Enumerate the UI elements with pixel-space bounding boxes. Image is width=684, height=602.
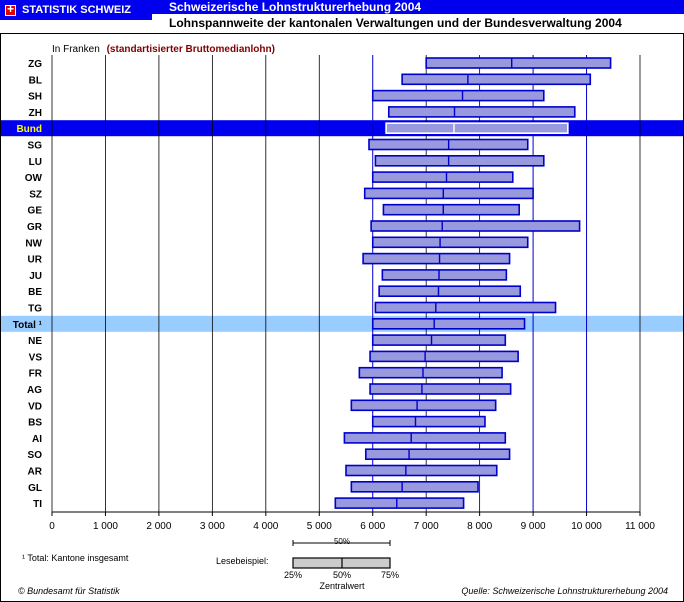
legend-percentile-label: 50%	[333, 570, 351, 580]
category-label: UR	[28, 255, 43, 266]
box-GE	[382, 203, 520, 216]
box-SO	[364, 448, 511, 461]
box-FR	[358, 366, 503, 379]
category-label: ZG	[28, 59, 42, 70]
box-SH	[371, 89, 545, 102]
category-label: BE	[28, 287, 42, 298]
category-label: TI	[33, 499, 42, 510]
box-JU	[381, 269, 508, 281]
category-label: TG	[28, 304, 42, 315]
category-label: BS	[28, 418, 42, 429]
box-UR	[362, 252, 511, 265]
highlight-band-total	[1, 315, 683, 332]
category-label: SO	[28, 450, 43, 461]
legend-label: Lesebeispiel:	[216, 556, 269, 566]
x-tick-label: 5 000	[307, 521, 332, 532]
category-label: VD	[28, 401, 42, 412]
legend-percentile-label: 25%	[284, 570, 302, 580]
brand-bar: STATISTIK SCHWEIZ	[0, 0, 152, 20]
box-VS	[369, 350, 519, 363]
box-LU	[374, 155, 545, 167]
x-tick-label: 7 000	[414, 521, 439, 532]
category-label: NW	[25, 238, 42, 249]
category-label: AI	[32, 434, 42, 445]
category-label: GE	[28, 206, 43, 217]
box-BS	[371, 415, 486, 428]
box-NW	[371, 236, 529, 249]
x-tick-label: 0	[49, 521, 55, 532]
category-label: BL	[29, 75, 42, 86]
box-SZ	[363, 187, 534, 200]
x-tick-label: 1 000	[93, 521, 118, 532]
category-label: OW	[25, 173, 43, 184]
category-label: JU	[29, 271, 42, 282]
box-ZH	[387, 106, 576, 118]
category-label: AR	[28, 467, 43, 478]
x-tick-label: 6 000	[360, 521, 385, 532]
unit-note-detail: (standartisierter Bruttomedianlohn)	[107, 44, 275, 55]
box-ZG	[425, 57, 612, 69]
x-tick-label: 4 000	[253, 521, 278, 532]
x-tick-label: 2 000	[146, 521, 171, 532]
page-title: Schweizerische Lohnstrukturerhebung 2004	[152, 0, 684, 14]
category-label: GL	[28, 483, 42, 494]
box-BL	[401, 73, 592, 86]
category-label: AG	[27, 385, 42, 396]
brand-label: STATISTIK SCHWEIZ	[22, 4, 131, 16]
footnote: ¹ Total: Kantone insgesamt	[22, 553, 129, 563]
box-AG	[369, 383, 512, 395]
swiss-flag-icon	[5, 2, 16, 16]
legend-percentile-label: 75%	[381, 570, 399, 580]
category-label: ZH	[29, 108, 42, 119]
x-tick-label: 8 000	[467, 521, 492, 532]
unit-note: In Franken (standartisierter Bruttomedia…	[52, 44, 275, 55]
legend-bottom-caption: Zentralwert	[319, 581, 365, 591]
box-OW	[371, 171, 514, 183]
box-GL	[350, 480, 479, 493]
x-tick-label: 10 000	[571, 521, 602, 532]
x-tick-label: 3 000	[200, 521, 225, 532]
legend-top-caption: 50%	[334, 537, 350, 546]
box-BE	[378, 285, 522, 298]
category-label: SZ	[29, 189, 42, 200]
category-label: Total ¹	[13, 320, 43, 331]
category-label: LU	[29, 157, 42, 168]
category-label: Bund	[16, 124, 42, 135]
box-TI	[334, 497, 465, 509]
box-GR	[370, 220, 581, 232]
box-TG	[374, 301, 557, 314]
unit-note-prefix: In Franken	[52, 44, 100, 55]
box-AR	[345, 464, 498, 477]
box-Total	[371, 317, 526, 330]
x-tick-label: 9 000	[521, 521, 546, 532]
box-AI	[343, 432, 507, 444]
source-note: Quelle: Schweizerische Lohnstrukturerheb…	[461, 586, 668, 596]
category-label: FR	[29, 369, 43, 380]
category-label: GR	[27, 222, 43, 233]
box-VD	[350, 399, 497, 412]
category-label: NE	[28, 336, 42, 347]
highlight-band-bund	[1, 120, 683, 137]
category-label: SG	[28, 141, 43, 152]
category-label: SH	[28, 92, 42, 103]
box-Bund	[385, 122, 569, 134]
box-NE	[371, 334, 507, 346]
category-label: VS	[29, 352, 43, 363]
copyright: © Bundesamt für Statistik	[18, 586, 120, 596]
x-tick-label: 11 000	[625, 521, 655, 532]
